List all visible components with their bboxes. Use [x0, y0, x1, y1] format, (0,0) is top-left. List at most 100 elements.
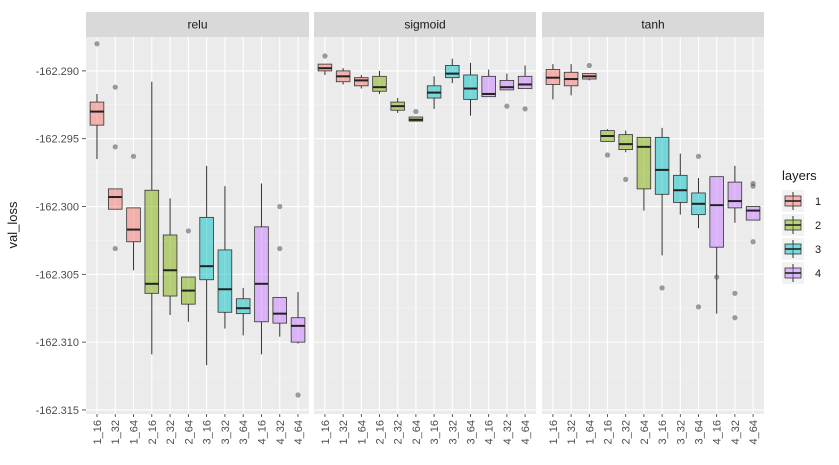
- outlier-point: [750, 183, 756, 189]
- box-2_64: [408, 108, 424, 122]
- outlier-point: [130, 153, 137, 159]
- x-tick-label: 2_64: [411, 420, 423, 444]
- box-2_32: [162, 198, 178, 316]
- box-2_64: [636, 136, 652, 211]
- box-2_32: [618, 130, 633, 182]
- box-1_32: [335, 68, 351, 85]
- box-body: [354, 77, 369, 87]
- box-1_16: [89, 41, 105, 160]
- box-body: [162, 234, 178, 297]
- outlier-point: [623, 176, 629, 182]
- panel-relu: relu 1_16 1_32 1_64 2_16 2_32 2_64 3_16 3_32 3_64…: [86, 12, 309, 444]
- box-4_64: [517, 65, 533, 112]
- box-body: [636, 136, 652, 190]
- legend-label: 2: [815, 220, 821, 232]
- box-body: [217, 249, 233, 313]
- outlier-point: [732, 290, 738, 296]
- x-tick-label: 1_16: [548, 420, 560, 444]
- box-2_16: [144, 81, 160, 355]
- box-body: [745, 206, 761, 221]
- panel-tanh: tanh 1_16 1_32 1_64 2_16 2_32 2_64 3_16 3_32 3_64…: [542, 12, 764, 444]
- legend-item-2: 2: [782, 214, 821, 236]
- box-body: [235, 298, 251, 315]
- x-tick-label: 1_64: [584, 420, 596, 444]
- legend-label: 3: [815, 244, 821, 256]
- outlier-point: [295, 392, 301, 398]
- y-tick-label: -162.300: [36, 202, 79, 214]
- x-tick-label: 4_16: [484, 420, 496, 444]
- outlier-point: [732, 315, 738, 321]
- box-body: [673, 174, 688, 203]
- box-2_64: [181, 228, 196, 322]
- box-body: [481, 75, 496, 98]
- box-3_32: [217, 186, 233, 329]
- outlier-point: [695, 153, 702, 159]
- facet-strip: [86, 12, 309, 37]
- box-3_64: [691, 153, 706, 310]
- panel-background: [542, 37, 764, 414]
- x-tick-label: 4_16: [712, 420, 724, 444]
- box-3_16: [199, 165, 214, 366]
- x-tick-label: 1_16: [320, 420, 332, 444]
- x-tick-label: 2_16: [375, 420, 387, 444]
- box-body: [517, 75, 533, 89]
- x-tick-label: 4_32: [275, 420, 287, 444]
- outlier-point: [604, 152, 611, 158]
- box-3_64: [463, 62, 478, 116]
- y-tick-label: -162.290: [36, 66, 79, 78]
- box-body: [199, 216, 214, 281]
- panel-sigmoid: sigmoid 1_16 1_32 1_64 2_16 2_32 2_64 3_16 3_32 3…: [314, 12, 536, 444]
- legend-item-4: 4: [782, 262, 821, 284]
- box-body: [618, 134, 633, 150]
- y-tick-label: -162.305: [36, 269, 79, 281]
- y-tick-label: -162.295: [36, 134, 79, 146]
- x-tick-label: 4_32: [730, 420, 742, 444]
- outlier-point: [322, 53, 328, 59]
- box-body: [463, 74, 478, 100]
- outlier-point: [185, 228, 191, 234]
- box-body: [254, 226, 269, 323]
- outlier-point: [413, 108, 419, 115]
- outlier-point: [586, 62, 592, 69]
- x-tick-label: 3_64: [693, 420, 705, 444]
- x-tick-label: 2_16: [603, 420, 615, 444]
- box-body: [445, 65, 460, 79]
- box-1_32: [563, 64, 579, 96]
- box-4_64: [290, 291, 306, 398]
- x-tick-label: 3_16: [657, 420, 669, 444]
- box-1_32: [107, 84, 123, 252]
- facet-label: sigmoid: [404, 18, 445, 32]
- x-tick-label: 2_64: [639, 420, 651, 444]
- y-axis: -162.290 -162.295 -162.300 -162.305 -162.310…: [36, 66, 86, 417]
- facet-label: tanh: [641, 18, 664, 32]
- outlier-point: [277, 203, 283, 210]
- box-2_16: [372, 70, 387, 94]
- box-body: [126, 207, 141, 243]
- legend: layers 1 2 3 4: [782, 168, 821, 284]
- x-tick-label: 4_64: [520, 420, 532, 444]
- outlier-point: [659, 285, 665, 291]
- panel-background: [314, 37, 536, 414]
- box-body: [709, 176, 724, 248]
- facet-strip: [314, 12, 536, 37]
- box-4_32: [727, 165, 743, 321]
- outlier-point: [112, 84, 118, 90]
- box-body: [144, 189, 160, 294]
- box-3_16: [426, 76, 442, 109]
- x-tick-label: 2_64: [183, 420, 195, 444]
- box-2_16: [600, 129, 615, 158]
- x-tick-label: 1_32: [566, 420, 578, 444]
- box-3_32: [445, 58, 460, 84]
- box-4_32: [499, 73, 515, 109]
- x-tick-label: 4_64: [748, 420, 760, 444]
- x-tick-label: 1_64: [129, 420, 141, 444]
- facet-label: relu: [187, 18, 207, 32]
- x-tick-label: 3_32: [675, 420, 687, 444]
- x-tick-label: 3_32: [447, 420, 459, 444]
- x-tick-label: 3_32: [220, 420, 232, 444]
- x-tick-label: 4_32: [502, 420, 514, 444]
- x-tick-label: 2_32: [393, 420, 405, 444]
- box-body: [107, 188, 123, 210]
- box-4_16: [709, 176, 724, 314]
